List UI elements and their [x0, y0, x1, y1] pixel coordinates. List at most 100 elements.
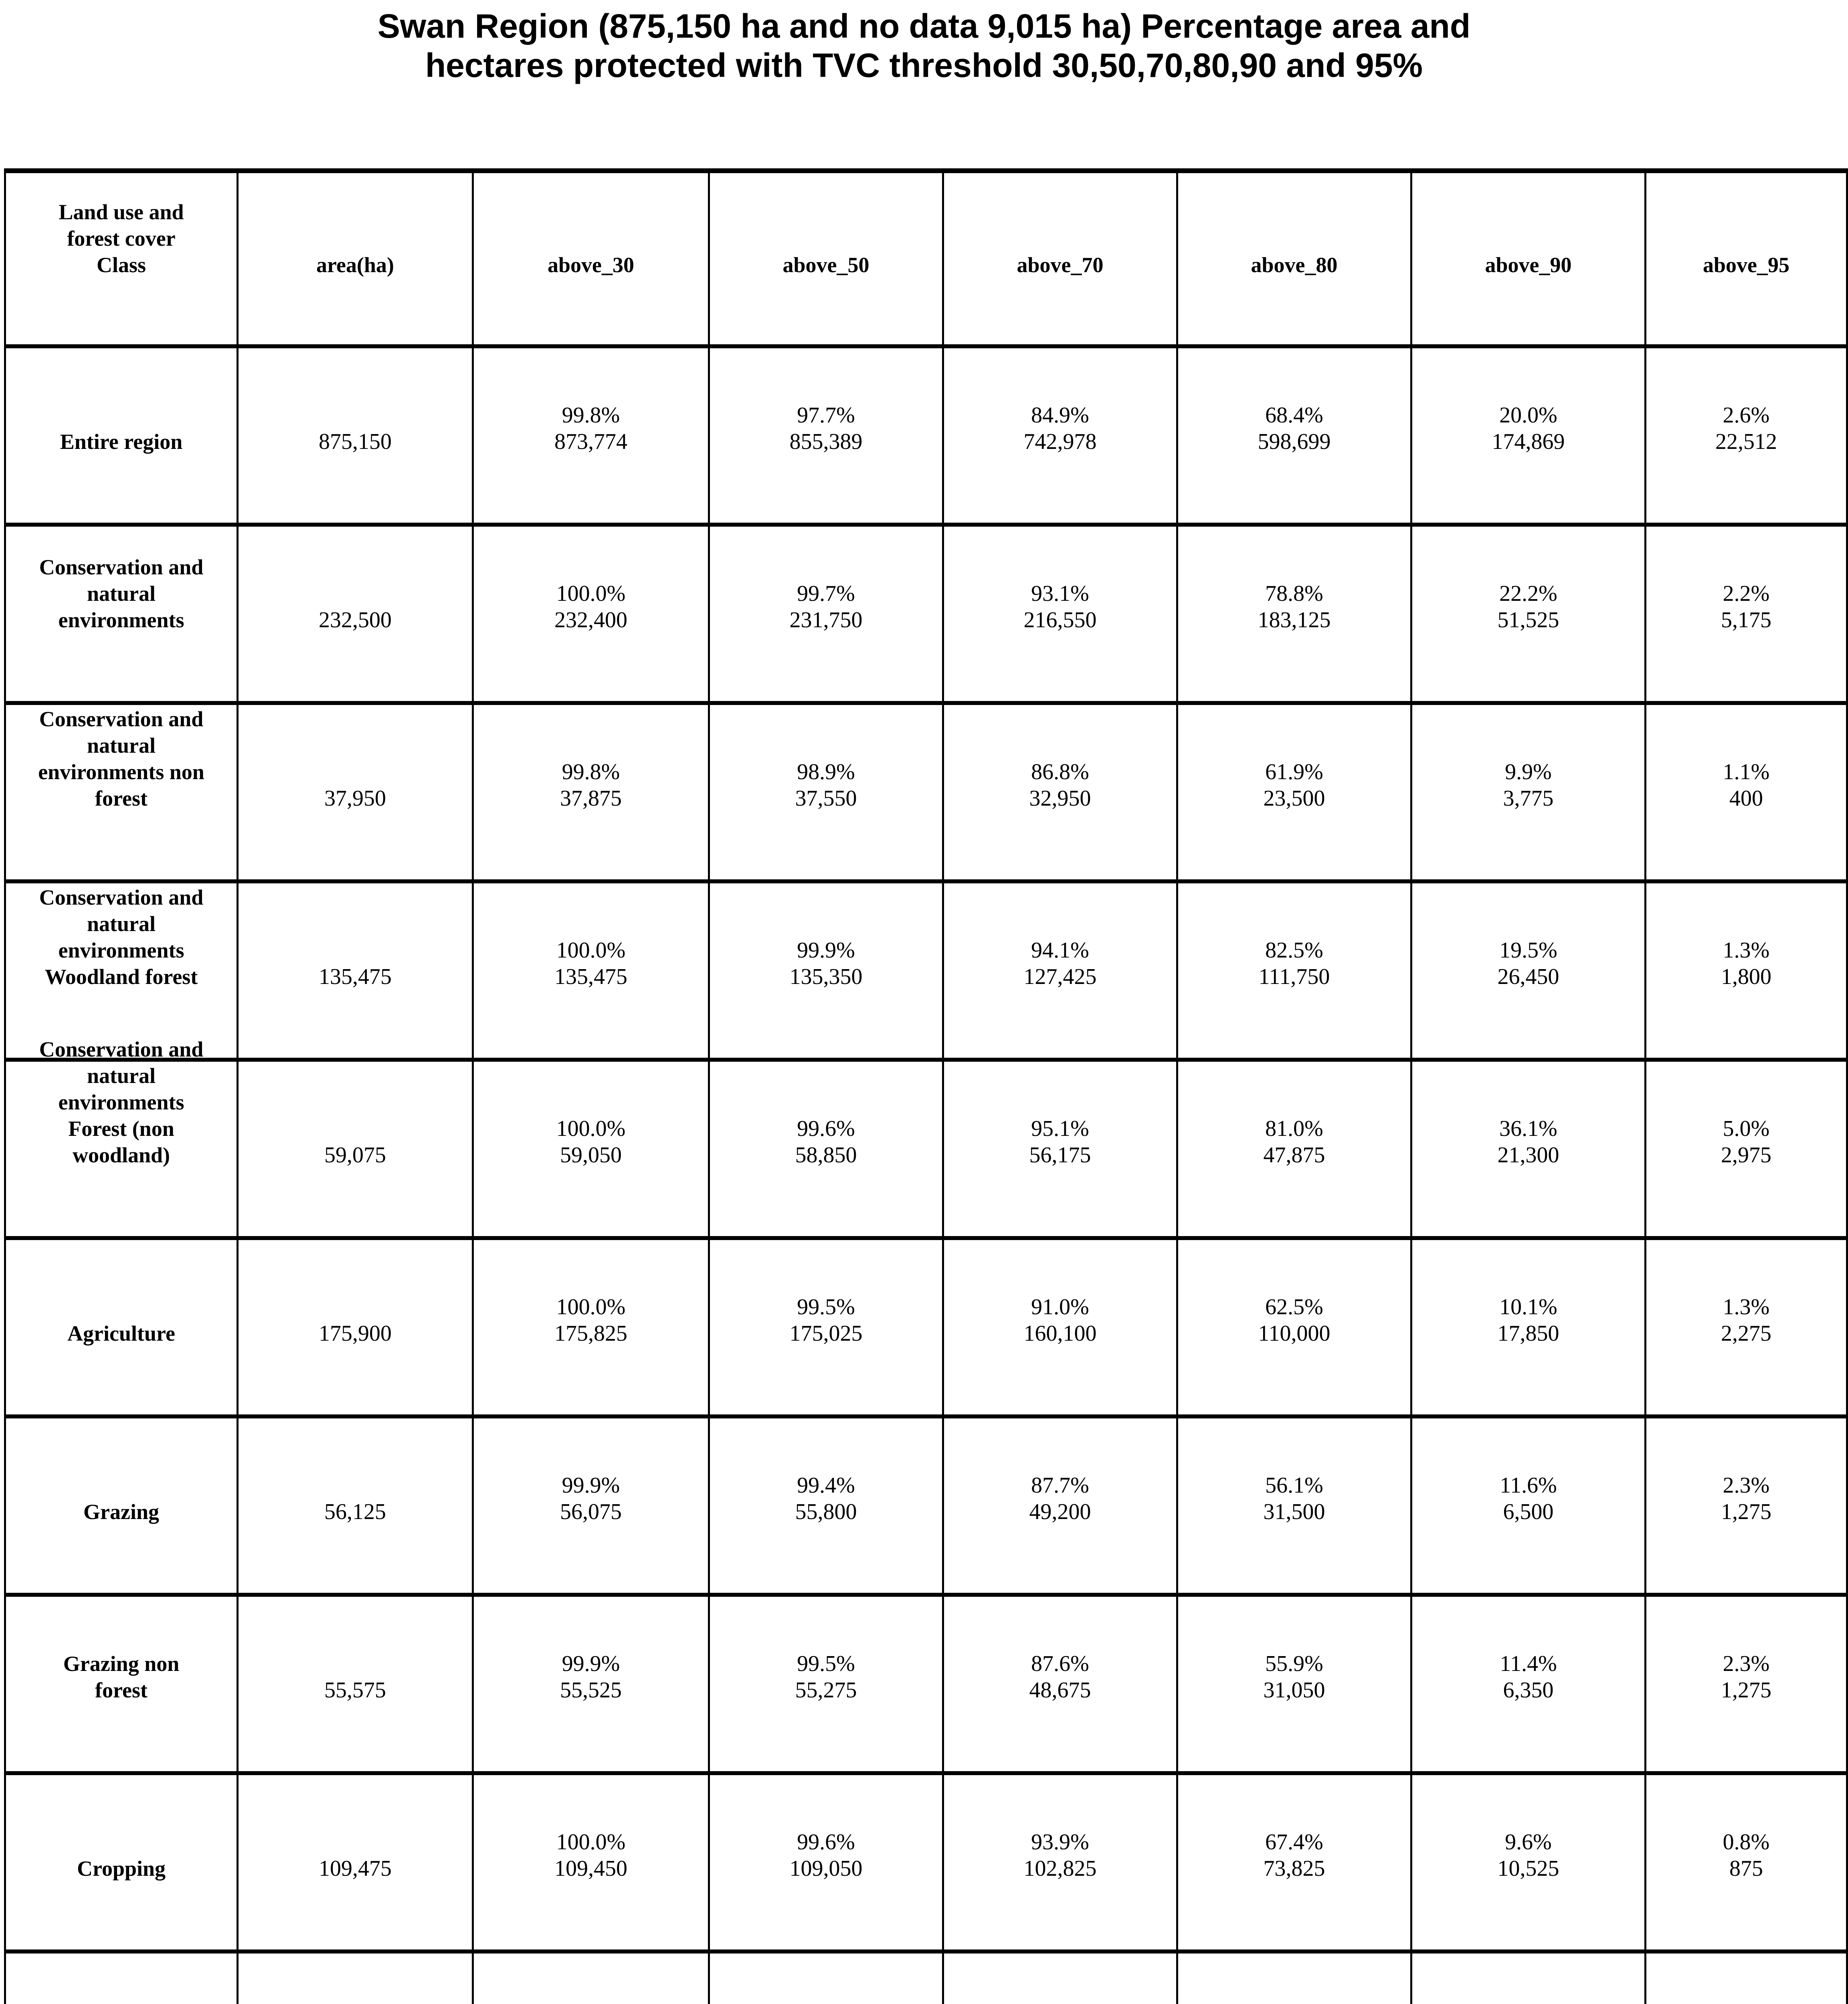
header-cell-above-70: above_70 [944, 173, 1178, 348]
data-cell-above-50: 98.8%9,950 [710, 1953, 944, 2004]
hectares-value: 111,750 [1258, 964, 1330, 989]
hectares-value: 58,850 [795, 1142, 857, 1168]
header-cell-above-90: above_90 [1412, 173, 1646, 348]
hectares-value: 55,800 [795, 1499, 857, 1524]
percent-value: 99.9% [797, 937, 855, 963]
hectares-value: 26,450 [1497, 964, 1559, 989]
data-cell-above-95: 2.3% 1,275 [1646, 1418, 1846, 1597]
percent-value: 99.6% [797, 1116, 855, 1141]
hectares-value: 31,500 [1263, 1499, 1325, 1524]
percent-value: 95.1% [1031, 1116, 1089, 1141]
hectares-value: 21,300 [1497, 1142, 1559, 1168]
percent-value: 93.1% [1031, 581, 1089, 606]
data-cell-above-80: 45.7%4,600 [1178, 1953, 1412, 2004]
data-cell-above-90: 22.2% 51,525 [1412, 527, 1646, 705]
row-label-text: Conservation and [39, 1037, 204, 1061]
data-cell-above-80: 56.1% 31,500 [1178, 1418, 1412, 1597]
percent-value: 36.1% [1499, 1116, 1557, 1141]
percent-value: 99.9% [562, 1473, 620, 1498]
percent-value: 100.0% [556, 1829, 626, 1855]
hectares-value: 110,000 [1258, 1321, 1330, 1346]
header-text: above_80 [1251, 253, 1338, 277]
data-cell-above-90: 36.1% 21,300 [1412, 1062, 1646, 1240]
header-text: forest cover [67, 226, 176, 250]
hectares-value: 174,869 [1492, 429, 1565, 454]
header-text: above_90 [1485, 253, 1572, 277]
percent-value: 91.0% [1031, 1294, 1089, 1319]
hectares-value: 135,475 [554, 964, 627, 989]
data-cell-above-50: 99.9% 135,350 [710, 883, 944, 1062]
row-label-text: natural [87, 581, 156, 606]
percent-value: 87.6% [1031, 1651, 1089, 1676]
hectares-value: 48,675 [1029, 1677, 1091, 1703]
hectares-value: 6,350 [1503, 1677, 1554, 1703]
hectares-value: 55,275 [795, 1677, 857, 1703]
header-cell-above-30: above_30 [474, 173, 710, 348]
data-cell-above-30: 99.9% 56,075 [474, 1418, 710, 1597]
header-cell-above-50: above_50 [710, 173, 944, 348]
hectares-value: 56,175 [1029, 1142, 1091, 1168]
header-text: above_30 [548, 253, 634, 277]
hectares-value: 22,512 [1715, 429, 1777, 454]
row-label-text: forest [95, 786, 148, 810]
hectares-value: 109,050 [789, 1856, 863, 1881]
data-cell-above-30: 100.0%10,075 [474, 1953, 710, 2004]
area-cell: 875,150 [239, 348, 474, 527]
data-cell-above-30: 99.8% 37,875 [474, 705, 710, 883]
data-cell-above-90: 11.6% 6,500 [1412, 1418, 1646, 1597]
protection-table: Land use and forest cover Class area(ha) abo… [4, 168, 1848, 2004]
data-cell-above-50: 99.5% 55,275 [710, 1597, 944, 1775]
data-cell-above-70: 86.8% 32,950 [944, 705, 1178, 883]
percent-value: 99.6% [797, 1829, 855, 1855]
hectares-value: 51,525 [1497, 607, 1559, 632]
row-label-text: environments non [38, 760, 204, 784]
row-label-cell: Conservation and natural environments non f… [6, 705, 239, 883]
percent-value: 0.8% [1723, 1829, 1770, 1855]
percent-value: 82.5% [1265, 937, 1323, 963]
header-cell-class: Land use and forest cover Class [6, 173, 239, 348]
percent-value: 67.4% [1265, 1829, 1323, 1855]
area-value: 109,475 [319, 1856, 392, 1881]
hectares-value: 2,975 [1721, 1142, 1771, 1168]
row-label-text: forest [95, 1678, 148, 1702]
header-cell-above-95: above_95 [1646, 173, 1846, 348]
hectares-value: 6,500 [1503, 1499, 1554, 1524]
hectares-value: 183,125 [1258, 607, 1331, 632]
percent-value: 100.0% [556, 937, 626, 963]
hectares-value: 10,525 [1497, 1856, 1559, 1881]
percent-value: 99.5% [797, 1651, 855, 1676]
row-label-text: Conservation and [39, 885, 204, 909]
percent-value: 99.8% [562, 402, 620, 428]
row-label-text: Entire region [60, 429, 183, 454]
percent-value: 93.9% [1031, 1829, 1089, 1855]
hectares-value: 1,275 [1721, 1677, 1771, 1703]
data-cell-above-80: 62.5% 110,000 [1178, 1240, 1412, 1418]
area-value: 59,075 [324, 1142, 386, 1168]
row-label-text: environments [58, 1090, 184, 1114]
percent-value: 55.9% [1265, 1651, 1323, 1676]
percent-value: 100.0% [556, 1294, 626, 1319]
percent-value: 10.1% [1499, 1294, 1557, 1319]
row-label-cell: Grazing [6, 1418, 239, 1597]
hectares-value: 1,275 [1721, 1499, 1771, 1524]
percent-value: 99.5% [797, 1294, 855, 1319]
percent-value: 2.6% [1723, 402, 1770, 428]
row-label-text: Grazing non [63, 1651, 180, 1676]
header-text: above_50 [782, 253, 869, 277]
data-cell-above-30: 99.9% 55,525 [474, 1597, 710, 1775]
hectares-value: 127,425 [1023, 964, 1097, 989]
row-label-cell: Conservation and natural environments [6, 527, 239, 705]
row-label-text: Forest (non [68, 1116, 174, 1141]
area-cell: 135,475 [239, 883, 474, 1062]
percent-value: 81.0% [1265, 1116, 1323, 1141]
row-label-cell: Grazing non forest [6, 1597, 239, 1775]
title-line-1: Swan Region (875,150 ha and no data 9,01… [377, 7, 1471, 45]
area-value: 175,900 [319, 1321, 392, 1346]
hectares-value: 37,550 [795, 786, 857, 811]
data-cell-above-70: 91.0% 160,100 [944, 1240, 1178, 1418]
row-label-cell: Cropping [6, 1775, 239, 1953]
data-cell-above-30: 99.8% 873,774 [474, 348, 710, 527]
percent-value: 100.0% [556, 1116, 626, 1141]
data-cell-above-50: 99.6% 109,050 [710, 1775, 944, 1953]
data-cell-above-70: 94.1% 127,425 [944, 883, 1178, 1062]
